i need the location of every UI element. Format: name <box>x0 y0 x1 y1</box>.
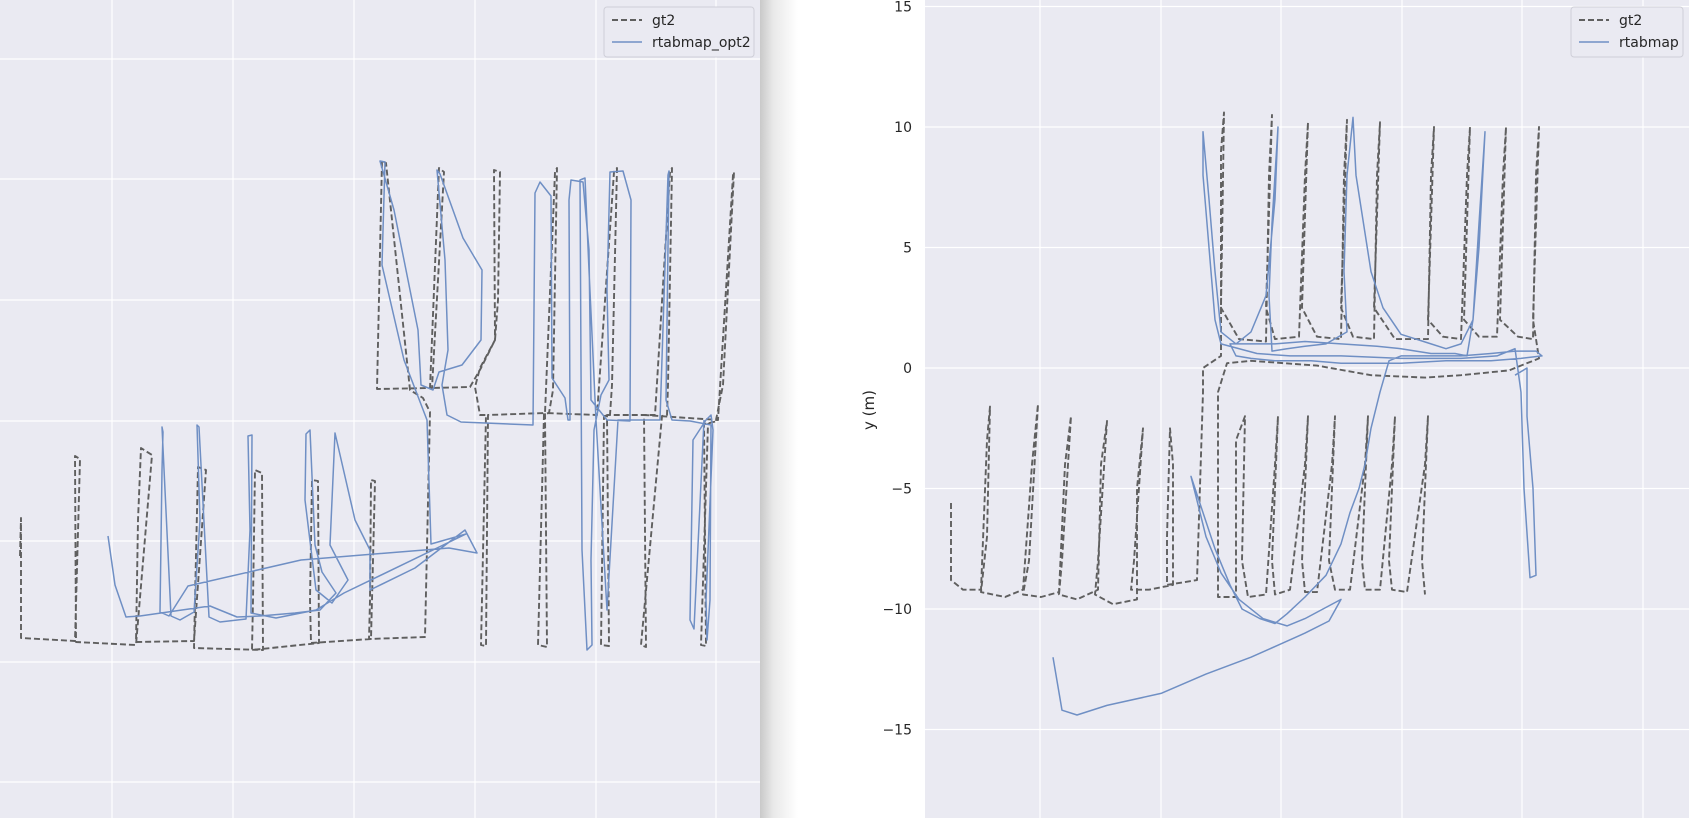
y-tick-label: 15 <box>894 0 912 16</box>
legend-right: gt2 rtabmap <box>1570 6 1684 58</box>
y-tick-label: 0 <box>903 361 912 377</box>
y-axis-label: y (m) <box>860 390 878 430</box>
y-tick-label: 5 <box>903 241 912 257</box>
series-line-rtabmap <box>1052 116 1543 716</box>
series-line-gt2 <box>19 160 735 651</box>
y-tick-label: −5 <box>891 482 912 498</box>
legend-label: rtabmap_opt2 <box>652 35 751 51</box>
y-tick-label: −15 <box>882 723 912 739</box>
y-tick-labels: 15 10 5 0 −5 −10 −15 <box>882 0 912 739</box>
legend-label: rtabmap <box>1619 35 1679 51</box>
series-left <box>19 160 735 651</box>
y-tick-label: 10 <box>894 120 912 136</box>
plot-area-left <box>0 0 760 818</box>
chart-right: 15 10 5 0 −5 −10 −15 y (m) gt2 rtabmap <box>860 0 1689 818</box>
series-right <box>950 111 1543 716</box>
legend-left: gt2 rtabmap_opt2 <box>603 6 755 58</box>
panel-divider <box>760 0 798 818</box>
series-line-gt2 <box>950 111 1540 606</box>
series-line-rtabmap_opt2 <box>107 160 714 651</box>
chart-left: gt2 rtabmap_opt2 <box>0 0 760 818</box>
legend-label: gt2 <box>1619 13 1642 29</box>
legend-label: gt2 <box>652 13 675 29</box>
y-tick-label: −10 <box>882 602 912 618</box>
